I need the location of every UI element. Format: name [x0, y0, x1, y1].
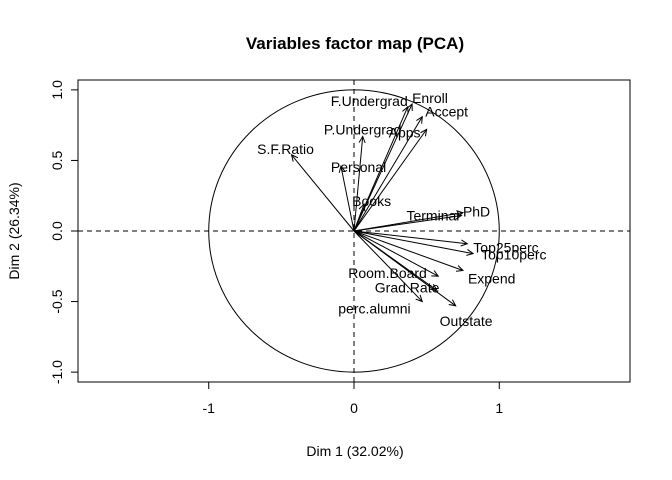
arrow-expend	[353, 230, 464, 271]
y-tick-label: -1.0	[49, 360, 65, 384]
arrowhead-expend	[455, 265, 465, 272]
arrow-top10perc	[353, 230, 474, 255]
chart-title: Variables factor map (PCA)	[246, 34, 464, 53]
arrowhead-top25perc	[460, 239, 469, 247]
x-tick-label: -1	[203, 400, 216, 416]
x-axis: -1 0 1	[203, 382, 503, 416]
variable-label-top10perc: Top10perc	[481, 247, 546, 263]
arrowhead-terminal	[454, 212, 463, 220]
arrowhead-top10perc	[466, 249, 475, 256]
arrowhead-enroll	[406, 102, 413, 111]
arrowhead-accept	[416, 115, 423, 124]
arrow-books	[353, 204, 365, 232]
y-tick-label: 0.5	[49, 150, 65, 170]
variable-label-phd: PhD	[463, 204, 490, 220]
y-tick-label: 0.0	[49, 221, 65, 241]
arrow-personal	[340, 165, 355, 232]
variable-label-terminal: Terminal	[406, 207, 459, 223]
arrowhead-perc-alumni	[415, 294, 424, 303]
variable-label-books: Books	[352, 193, 391, 209]
arrowhead-outstate	[448, 299, 457, 307]
variable-label-p-undergrad: P.Undergrad	[324, 121, 402, 137]
variable-label-s-f-ratio: S.F.Ratio	[257, 141, 314, 157]
arrow-perc-alumni	[353, 230, 423, 302]
arrowhead-room-board	[431, 270, 440, 277]
arrowhead-s-f-ratio	[290, 153, 299, 162]
reference-lines	[78, 80, 630, 382]
arrowhead-personal	[338, 164, 346, 173]
arrow-apps	[353, 129, 428, 232]
variable-label-room-board: Room.Board	[348, 265, 427, 281]
y-axis: -1.0 -0.5 0.0 0.5 1.0	[49, 80, 78, 384]
arrow-terminal	[353, 214, 462, 232]
variable-label-accept: Accept	[425, 104, 468, 120]
y-tick-label: 1.0	[49, 80, 65, 100]
variable-label-f-undergrad: F.Undergrad	[331, 93, 408, 109]
arrowhead-f-undergrad	[402, 105, 409, 114]
x-tick-label: 0	[350, 400, 358, 416]
variable-label-top25perc: Top25perc	[473, 240, 538, 256]
correlation-circle-layer	[208, 89, 500, 373]
variable-arrows-layer	[290, 102, 475, 307]
arrow-room-board	[353, 230, 439, 277]
arrow-s-f-ratio	[291, 154, 355, 232]
y-axis-label: Dim 2 (26.34%)	[6, 182, 22, 279]
variable-label-enroll: Enroll	[412, 90, 448, 106]
arrowhead-apps	[420, 128, 428, 137]
arrow-outstate	[353, 230, 456, 307]
arrow-f-undergrad	[353, 106, 409, 232]
correlation-circle	[208, 89, 500, 373]
arrow-top25perc	[353, 230, 468, 245]
arrowhead-grad-rate	[429, 283, 438, 291]
arrowhead-p-undergrad	[358, 135, 366, 144]
variable-label-perc-alumni: perc.alumni	[338, 301, 410, 317]
y-tick-label: -0.5	[49, 289, 65, 313]
variable-label-expend: Expend	[468, 271, 515, 287]
x-tick-label: 1	[495, 400, 503, 416]
variable-label-grad-rate: Grad.Rate	[375, 279, 440, 295]
arrowhead-books	[358, 203, 366, 212]
variable-label-apps: Apps	[389, 124, 421, 140]
arrow-p-undergrad	[353, 136, 364, 232]
variable-label-outstate: Outstate	[440, 313, 493, 329]
variable-label-personal: Personal	[331, 159, 386, 175]
arrow-accept	[353, 116, 423, 232]
x-axis-label: Dim 1 (32.02%)	[306, 443, 403, 459]
